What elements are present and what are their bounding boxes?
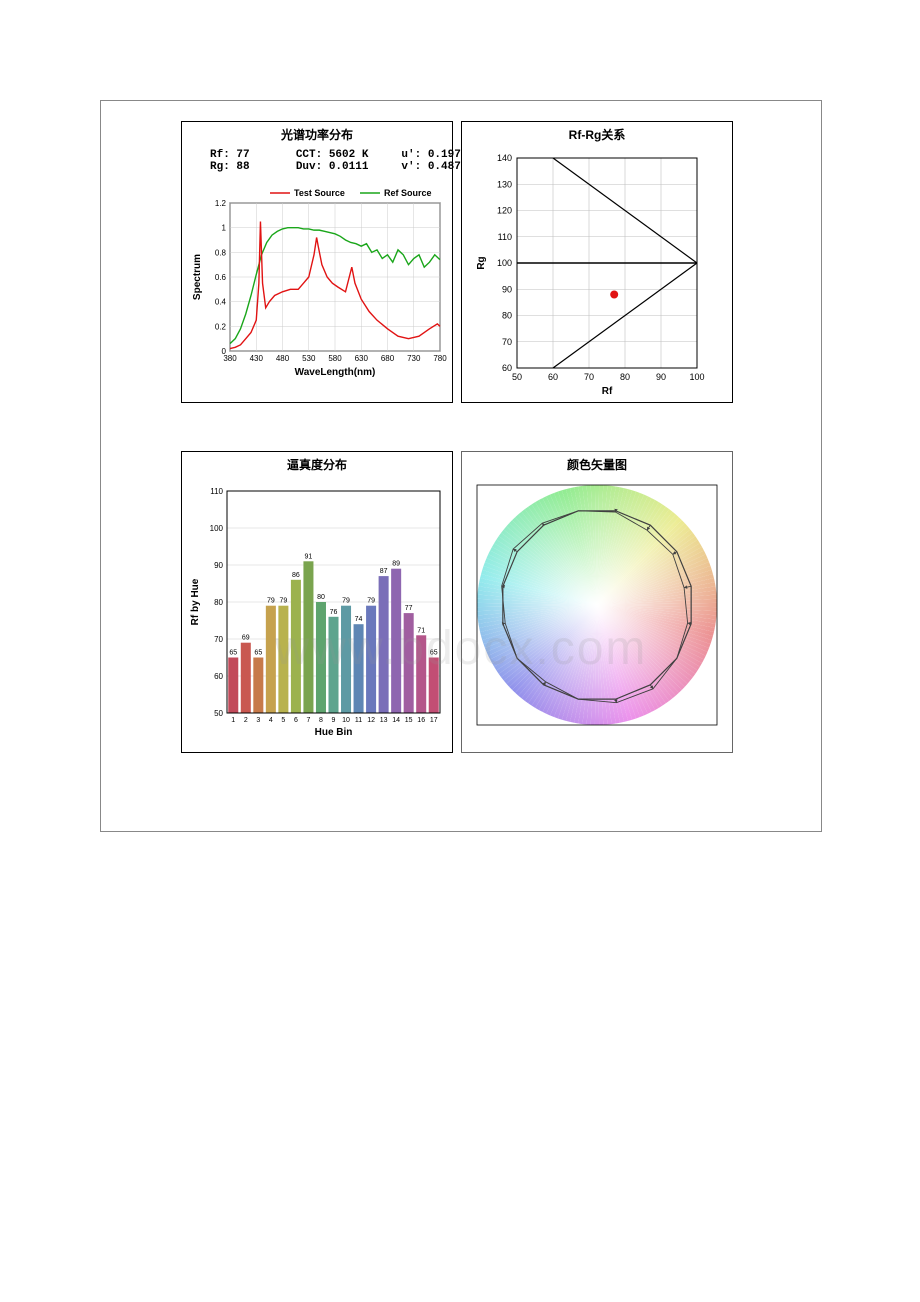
spectrum-chart: 38043048053058063068073078000.20.40.60.8… (182, 173, 452, 383)
svg-text:WaveLength(nm): WaveLength(nm) (295, 367, 376, 378)
svg-text:50: 50 (214, 709, 223, 718)
svg-text:Spectrum: Spectrum (192, 254, 203, 300)
svg-text:80: 80 (620, 372, 630, 382)
svg-text:4: 4 (269, 717, 273, 724)
svg-text:0: 0 (222, 347, 227, 356)
rfrg-chart: 506070809010060708090100110120130140RfRg (462, 143, 732, 403)
svg-text:79: 79 (279, 598, 287, 605)
svg-text:100: 100 (689, 372, 704, 382)
svg-text:0.4: 0.4 (215, 298, 227, 307)
svg-text:65: 65 (229, 650, 237, 657)
vector-title: 颜色矢量图 (462, 456, 732, 473)
svg-text:90: 90 (656, 372, 666, 382)
report-sheet: 光谱功率分布 Rf: 77 CCT: 5602 K u': 0.1977 Rg:… (100, 100, 822, 832)
svg-text:91: 91 (305, 553, 313, 560)
fidelity-chart: 5060708090100110651692653794795866917808… (182, 473, 452, 751)
svg-text:69: 69 (242, 635, 250, 642)
svg-text:8: 8 (319, 717, 323, 724)
svg-text:77: 77 (405, 605, 413, 612)
svg-text:14: 14 (392, 717, 400, 724)
svg-text:74: 74 (355, 616, 363, 623)
svg-text:70: 70 (584, 372, 594, 382)
svg-text:630: 630 (355, 354, 369, 363)
svg-text:100: 100 (497, 258, 512, 268)
svg-text:6: 6 (294, 717, 298, 724)
fidelity-panel: 逼真度分布 5060708090100110651692653794795866… (181, 451, 453, 753)
svg-text:1: 1 (231, 717, 235, 724)
svg-text:780: 780 (433, 354, 447, 363)
svg-text:580: 580 (328, 354, 342, 363)
svg-text:Hue Bin: Hue Bin (315, 727, 353, 738)
spectrum-title: 光谱功率分布 (182, 126, 452, 143)
svg-text:3: 3 (256, 717, 260, 724)
svg-text:12: 12 (367, 717, 375, 724)
svg-text:730: 730 (407, 354, 421, 363)
svg-text:79: 79 (342, 598, 350, 605)
svg-text:17: 17 (430, 717, 438, 724)
svg-text:89: 89 (392, 561, 400, 568)
svg-text:90: 90 (502, 284, 512, 294)
svg-text:140: 140 (497, 153, 512, 163)
rfrg-panel: Rf-Rg关系 50607080901006070809010011012013… (461, 121, 733, 403)
svg-text:2: 2 (244, 717, 248, 724)
vector-chart (462, 473, 732, 743)
svg-text:80: 80 (317, 594, 325, 601)
svg-text:79: 79 (267, 598, 275, 605)
svg-text:13: 13 (380, 717, 388, 724)
svg-text:110: 110 (210, 487, 223, 496)
svg-text:480: 480 (276, 354, 290, 363)
svg-text:0.8: 0.8 (215, 248, 227, 257)
svg-text:5: 5 (281, 717, 285, 724)
svg-text:70: 70 (214, 635, 223, 644)
svg-text:86: 86 (292, 572, 300, 579)
svg-text:60: 60 (502, 363, 512, 373)
svg-text:79: 79 (367, 598, 375, 605)
svg-text:80: 80 (214, 598, 223, 607)
svg-text:70: 70 (502, 337, 512, 347)
svg-text:15: 15 (405, 717, 413, 724)
svg-text:680: 680 (381, 354, 395, 363)
svg-text:60: 60 (548, 372, 558, 382)
svg-text:1.2: 1.2 (215, 199, 227, 208)
svg-text:76: 76 (330, 609, 338, 616)
svg-text:65: 65 (254, 650, 262, 657)
svg-text:1: 1 (222, 224, 227, 233)
svg-text:87: 87 (380, 568, 388, 575)
svg-text:7: 7 (306, 717, 310, 724)
svg-text:430: 430 (250, 354, 264, 363)
page: 光谱功率分布 Rf: 77 CCT: 5602 K u': 0.1977 Rg:… (0, 0, 920, 1302)
svg-text:50: 50 (512, 372, 522, 382)
rfrg-title: Rf-Rg关系 (462, 126, 732, 143)
fidelity-title: 逼真度分布 (182, 456, 452, 473)
svg-text:10: 10 (342, 717, 350, 724)
svg-text:110: 110 (498, 232, 512, 242)
svg-text:90: 90 (214, 561, 223, 570)
svg-text:530: 530 (302, 354, 316, 363)
svg-text:71: 71 (417, 627, 425, 634)
svg-text:Ref Source: Ref Source (384, 188, 432, 198)
svg-text:16: 16 (417, 717, 425, 724)
spectrum-meta-0: Rf: 77 CCT: 5602 K u': 0.1977 (210, 149, 452, 161)
svg-text:100: 100 (210, 524, 224, 533)
spectrum-meta-1: Rg: 88 Duv: 0.0111 v': 0.4872 (210, 161, 452, 173)
svg-text:0.6: 0.6 (215, 273, 227, 282)
svg-text:65: 65 (430, 650, 438, 657)
svg-text:120: 120 (497, 206, 512, 216)
svg-text:Rf: Rf (602, 386, 613, 397)
svg-text:9: 9 (332, 717, 336, 724)
svg-text:0.2: 0.2 (215, 322, 227, 331)
svg-text:80: 80 (502, 311, 512, 321)
svg-text:11: 11 (355, 717, 362, 724)
svg-text:Test Source: Test Source (294, 188, 345, 198)
svg-text:Rg: Rg (476, 256, 487, 269)
svg-text:60: 60 (214, 672, 223, 681)
spectrum-panel: 光谱功率分布 Rf: 77 CCT: 5602 K u': 0.1977 Rg:… (181, 121, 453, 403)
svg-text:Rf by Hue: Rf by Hue (190, 578, 201, 625)
vector-panel: 颜色矢量图 (461, 451, 733, 753)
svg-text:130: 130 (497, 179, 512, 189)
